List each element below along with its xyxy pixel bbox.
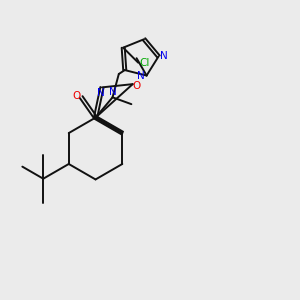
Text: N: N: [109, 87, 116, 97]
Text: O: O: [132, 81, 140, 91]
Text: Cl: Cl: [140, 58, 150, 68]
Text: N: N: [97, 88, 104, 98]
Text: N: N: [137, 70, 145, 80]
Text: O: O: [72, 91, 80, 100]
Text: N: N: [160, 52, 168, 61]
